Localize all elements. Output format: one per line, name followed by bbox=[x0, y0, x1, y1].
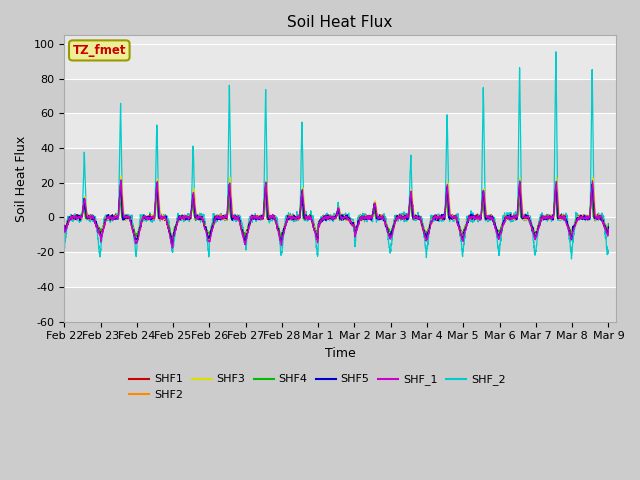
Legend: SHF1, SHF2, SHF3, SHF4, SHF5, SHF_1, SHF_2: SHF1, SHF2, SHF3, SHF4, SHF5, SHF_1, SHF… bbox=[125, 370, 510, 405]
Bar bbox=[64, 113, 616, 148]
Bar bbox=[64, 79, 616, 113]
Bar bbox=[64, 148, 616, 183]
Bar bbox=[64, 44, 616, 79]
Title: Soil Heat Flux: Soil Heat Flux bbox=[287, 15, 393, 30]
Bar bbox=[64, 217, 616, 252]
Text: TZ_fmet: TZ_fmet bbox=[72, 44, 126, 57]
Bar bbox=[64, 183, 616, 217]
Y-axis label: Soil Heat Flux: Soil Heat Flux bbox=[15, 135, 28, 222]
Bar bbox=[64, 252, 616, 287]
Bar bbox=[64, 287, 616, 322]
X-axis label: Time: Time bbox=[324, 347, 355, 360]
